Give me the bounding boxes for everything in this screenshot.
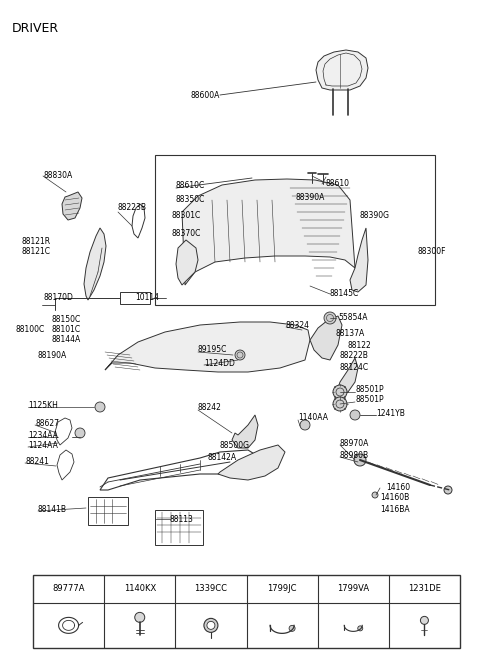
Circle shape [350,410,360,420]
Text: 1231DE: 1231DE [408,584,441,593]
Polygon shape [105,322,310,372]
Text: 1799JC: 1799JC [267,584,297,593]
Text: 88610: 88610 [325,179,349,187]
Text: 88144A: 88144A [52,335,81,345]
Polygon shape [310,316,342,360]
Text: 88301C: 88301C [172,212,201,221]
Circle shape [235,350,245,360]
Circle shape [354,454,366,466]
Circle shape [372,492,378,498]
Circle shape [204,618,218,632]
Circle shape [300,420,310,430]
Text: 88600A: 88600A [191,90,220,100]
Text: 88830A: 88830A [43,170,72,179]
Text: 88370C: 88370C [172,229,202,238]
Polygon shape [316,50,368,90]
Circle shape [444,486,452,494]
Text: 88170D: 88170D [43,293,73,303]
Text: 88223B: 88223B [118,204,147,212]
Text: 88610C: 88610C [176,181,205,189]
Circle shape [95,402,105,412]
Text: 1140KX: 1140KX [124,584,156,593]
Text: 88142A: 88142A [208,453,237,462]
Text: 88501P: 88501P [355,386,384,394]
Text: 88101C: 88101C [52,326,81,335]
Text: 88150C: 88150C [52,316,81,324]
Text: 88390A: 88390A [296,193,325,202]
Text: 88113: 88113 [170,514,194,523]
Bar [33,575,460,648]
Text: 1125KH: 1125KH [28,400,58,409]
Text: 88242: 88242 [198,403,222,413]
Bar [120,292,150,304]
Polygon shape [182,179,355,285]
Text: 89777A: 89777A [52,584,85,593]
Polygon shape [232,415,258,448]
Circle shape [333,397,347,411]
Bar [88,497,128,525]
Text: 88350C: 88350C [176,195,205,204]
Circle shape [333,385,347,399]
Text: 88980B: 88980B [340,451,369,460]
Text: 89195C: 89195C [198,345,228,354]
Text: 88100C: 88100C [15,326,44,335]
Text: 88141B: 88141B [38,506,67,514]
Text: 1234AA: 1234AA [28,430,58,440]
Polygon shape [218,445,285,480]
Polygon shape [176,240,198,285]
Text: 88300F: 88300F [418,248,446,257]
Text: 1339CC: 1339CC [194,584,228,593]
Text: 88970A: 88970A [340,438,370,447]
Polygon shape [62,192,82,220]
Text: 14160: 14160 [386,483,410,491]
Text: 88124C: 88124C [340,364,369,373]
Text: DRIVER: DRIVER [12,22,59,35]
Text: 88241: 88241 [25,457,49,466]
Bar [155,155,435,305]
Text: 1124DD: 1124DD [204,358,235,367]
Text: 88627: 88627 [35,419,59,428]
Bar [155,510,203,545]
Text: 88190A: 88190A [38,350,67,360]
Circle shape [324,312,336,324]
Text: 1140AA: 1140AA [298,413,328,422]
Circle shape [75,428,85,438]
Text: 1799VA: 1799VA [337,584,369,593]
Text: 88122: 88122 [347,341,371,350]
Text: 14160B: 14160B [380,493,409,502]
Text: 1124AA: 1124AA [28,441,58,449]
Text: 88324: 88324 [286,320,310,329]
Circle shape [207,622,215,629]
Circle shape [135,612,145,622]
Text: 88222B: 88222B [340,352,369,360]
Text: 88137A: 88137A [335,329,364,337]
Text: 88500G: 88500G [220,441,250,449]
Polygon shape [84,228,106,300]
Circle shape [289,626,295,631]
Polygon shape [338,358,358,394]
Text: 88390G: 88390G [360,210,390,219]
Circle shape [420,616,429,624]
Text: 88145C: 88145C [330,290,359,299]
Text: 1416BA: 1416BA [380,504,409,514]
Text: 88121C: 88121C [22,248,51,257]
Text: 10114: 10114 [135,293,159,303]
Polygon shape [350,228,368,292]
Text: 55854A: 55854A [338,312,368,322]
Text: 88121R: 88121R [22,238,51,246]
Text: 88501P: 88501P [355,396,384,405]
Text: 1241YB: 1241YB [376,409,405,417]
Circle shape [358,626,363,631]
